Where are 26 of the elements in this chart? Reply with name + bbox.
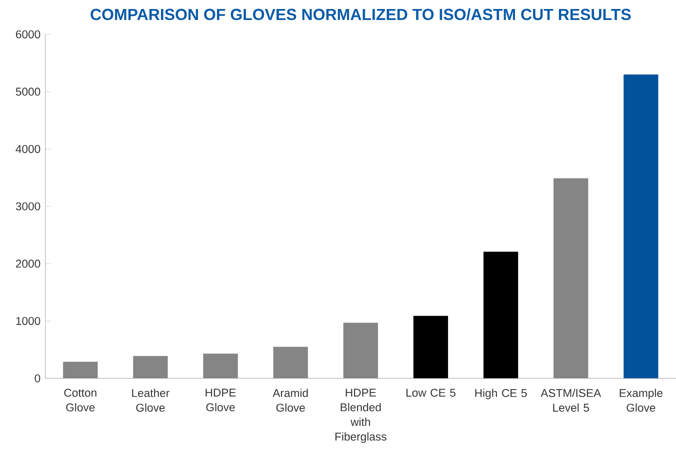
bar [273,346,308,378]
bar [63,362,98,378]
bar [343,322,378,378]
chart-title: COMPARISON OF GLOVES NORMALIZED TO ISO/ASTM CUT RESULTS [90,8,631,20]
bar [133,356,168,378]
x-tick-label: HDPE Glove [206,388,236,412]
x-tick-label: ASTM/ISEA Level 5 [540,388,602,412]
bar [483,252,518,378]
x-tick-label: Leather Glove [132,388,170,412]
x-tick-label: Example Glove [620,388,662,412]
bar [554,178,588,378]
y-tick-label: 0 [34,374,40,382]
y-tick-label: 2000 [16,260,40,268]
x-tick-label: Aramid Glove [272,388,308,412]
x-tick-label: High CE 5 [475,388,527,400]
x-tick-label: Cotton Glove [64,388,96,412]
x-tick-label: HDPE Blended with Fiberglass [335,388,386,443]
y-tick-label: 4000 [16,144,40,154]
bar [203,354,238,378]
y-tick-label: 3000 [16,202,40,210]
y-tick-label: 1000 [16,316,40,325]
bar [413,316,448,378]
bar [624,74,658,378]
y-tick-label: 5000 [16,88,40,96]
x-tick-label: Low CE 5 [406,388,456,397]
y-tick-label: 6000 [16,30,40,38]
